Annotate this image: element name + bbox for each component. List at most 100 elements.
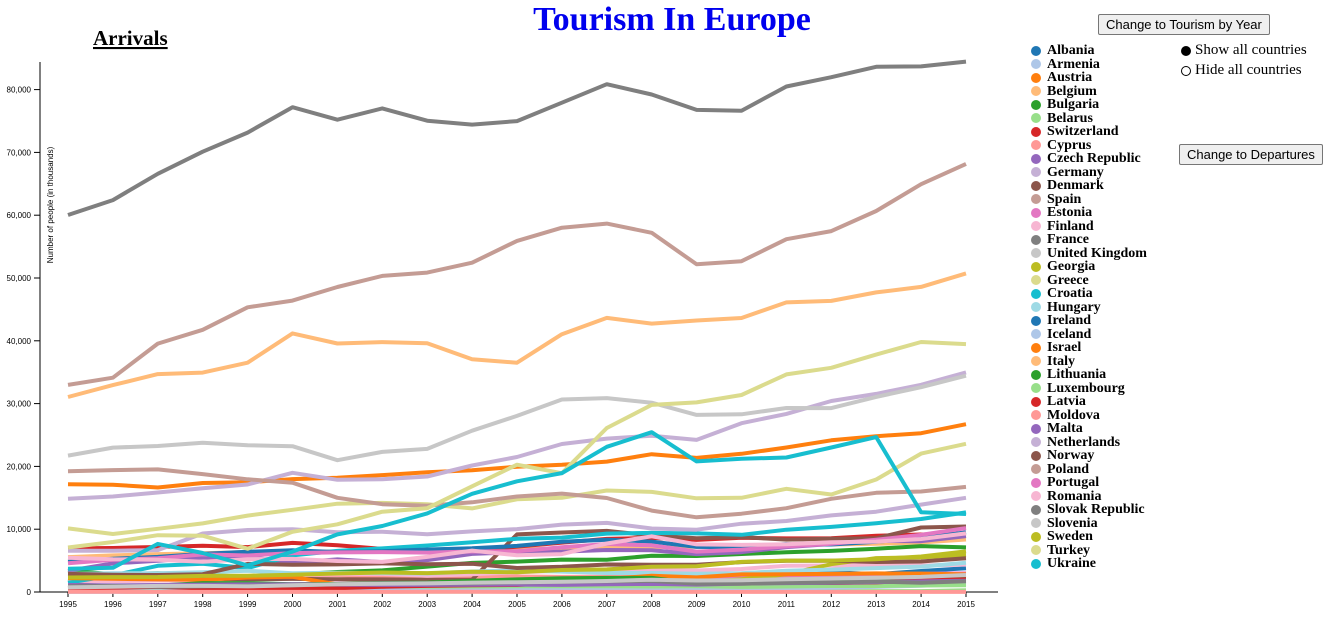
legend-swatch[interactable] — [1031, 180, 1041, 191]
series-line-croatia[interactable] — [67, 510, 967, 585]
legend-item-spain[interactable]: Spain — [1031, 192, 1081, 206]
legend-item-latvia[interactable]: Latvia — [1031, 395, 1086, 409]
legend-item-albania[interactable]: Albania — [1031, 44, 1094, 58]
series-line-france[interactable] — [67, 59, 967, 217]
legend-item-estonia[interactable]: Estonia — [1031, 206, 1092, 220]
series-line-turkey[interactable] — [67, 340, 967, 551]
change-to-year-button[interactable]: Change to Tourism by Year — [1098, 14, 1270, 35]
legend-item-united-kingdom[interactable]: United Kingdom — [1031, 246, 1147, 260]
legend-swatch[interactable] — [1031, 558, 1041, 569]
legend-item-france[interactable]: France — [1031, 233, 1089, 247]
change-to-departures-button[interactable]: Change to Departures — [1179, 144, 1323, 165]
legend-item-switzerland[interactable]: Switzerland — [1031, 125, 1119, 139]
legend-swatch[interactable] — [1031, 99, 1041, 110]
legend-swatch[interactable] — [1031, 531, 1041, 542]
legend-swatch[interactable] — [1031, 234, 1041, 245]
legend-swatch[interactable] — [1031, 275, 1041, 285]
show-all-radio[interactable] — [1181, 45, 1191, 56]
series-line-ukraine[interactable] — [67, 430, 967, 571]
legend-swatch[interactable] — [1031, 356, 1041, 366]
legend-swatch[interactable] — [1031, 491, 1041, 501]
legend-swatch[interactable] — [1031, 194, 1041, 204]
legend-swatch[interactable] — [1031, 504, 1041, 515]
legend-swatch[interactable] — [1031, 207, 1041, 218]
legend-swatch[interactable] — [1031, 261, 1041, 272]
legend-swatch[interactable] — [1031, 315, 1041, 326]
legend-swatch[interactable] — [1031, 410, 1041, 420]
legend-item-bulgaria[interactable]: Bulgaria — [1031, 98, 1099, 112]
legend-item-austria[interactable]: Austria — [1031, 71, 1092, 85]
series-line-greece[interactable] — [67, 441, 967, 536]
legend-item-germany[interactable]: Germany — [1031, 165, 1104, 179]
legend-item-sweden[interactable]: Sweden — [1031, 530, 1093, 544]
legend-item-moldova[interactable]: Moldova — [1031, 408, 1100, 422]
hide-all-radio[interactable] — [1181, 65, 1191, 76]
legend-swatch[interactable] — [1031, 167, 1041, 177]
legend-item-denmark[interactable]: Denmark — [1031, 179, 1104, 193]
series-line-netherlands[interactable] — [68, 495, 967, 553]
series-line-germany[interactable] — [67, 370, 967, 501]
legend-item-belgium[interactable]: Belgium — [1031, 84, 1097, 98]
show-all-radio-row[interactable]: Show all countries — [1181, 42, 1307, 59]
legend-item-armenia[interactable]: Armenia — [1031, 57, 1100, 71]
legend-swatch[interactable] — [1031, 329, 1041, 339]
legend-item-croatia[interactable]: Croatia — [1031, 287, 1093, 301]
series-line-italy[interactable] — [67, 271, 967, 399]
legend-swatch[interactable] — [1031, 86, 1041, 96]
legend-item-cyprus[interactable]: Cyprus — [1031, 138, 1091, 152]
legend-item-belarus[interactable]: Belarus — [1031, 111, 1093, 125]
legend-item-ukraine[interactable]: Ukraine — [1031, 557, 1096, 571]
legend-swatch[interactable] — [1031, 221, 1041, 231]
legend-swatch[interactable] — [1031, 383, 1041, 393]
legend-swatch[interactable] — [1031, 464, 1041, 474]
legend-swatch[interactable] — [1031, 518, 1041, 528]
legend-item-slovak-republic[interactable]: Slovak Republic — [1031, 503, 1145, 517]
legend-item-luxembourg[interactable]: Luxembourg — [1031, 381, 1125, 395]
legend-item-czech-republic[interactable]: Czech Republic — [1031, 152, 1141, 166]
legend-item-ireland[interactable]: Ireland — [1031, 314, 1091, 328]
legend-item-slovenia[interactable]: Slovenia — [1031, 516, 1098, 530]
legend-item-hungary[interactable]: Hungary — [1031, 300, 1101, 314]
legend-item-iceland[interactable]: Iceland — [1031, 327, 1091, 341]
legend-item-italy[interactable]: Italy — [1031, 354, 1075, 368]
legend-item-portugal[interactable]: Portugal — [1031, 476, 1099, 490]
legend-item-netherlands[interactable]: Netherlands — [1031, 434, 1121, 450]
legend-swatch[interactable] — [1031, 140, 1041, 150]
legend-swatch[interactable] — [1031, 302, 1041, 312]
legend-item-lithuania[interactable]: Lithuania — [1031, 368, 1106, 382]
legend-swatch[interactable] — [1031, 396, 1041, 407]
legend-swatch[interactable] — [1031, 59, 1041, 69]
series-line-poland[interactable] — [67, 467, 967, 520]
series-line-sweden[interactable] — [67, 549, 967, 580]
legend-swatch[interactable] — [1031, 126, 1041, 137]
legend-item-norway[interactable]: Norway — [1031, 449, 1094, 463]
series-line-spain[interactable] — [67, 162, 967, 387]
legend-swatch[interactable] — [1031, 423, 1041, 434]
legend-swatch[interactable] — [1031, 45, 1041, 56]
legend-swatch[interactable] — [1031, 369, 1041, 380]
legend-swatch[interactable] — [1031, 288, 1041, 299]
series-line-united-kingdom[interactable] — [67, 373, 967, 463]
legend-swatch[interactable] — [1031, 113, 1041, 123]
series-line-slovenia[interactable] — [67, 573, 967, 590]
series-line-romania[interactable] — [67, 531, 967, 564]
legend-item-poland[interactable]: Poland — [1031, 462, 1089, 476]
legend-swatch[interactable] — [1031, 477, 1041, 488]
legend-item-turkey[interactable]: Turkey — [1031, 543, 1090, 557]
legend-swatch[interactable] — [1031, 450, 1041, 461]
legend-swatch[interactable] — [1031, 545, 1041, 555]
legend-swatch[interactable] — [1031, 72, 1041, 83]
legend-swatch[interactable] — [1031, 342, 1041, 353]
legend-item-finland[interactable]: Finland — [1031, 219, 1094, 233]
legend-item-malta[interactable]: Malta — [1031, 422, 1083, 436]
legend-swatch[interactable] — [1031, 153, 1041, 164]
legend-label: Netherlands — [1047, 434, 1121, 450]
legend-item-israel[interactable]: Israel — [1031, 341, 1081, 355]
legend-item-georgia[interactable]: Georgia — [1031, 260, 1095, 274]
legend-item-greece[interactable]: Greece — [1031, 273, 1089, 287]
legend-swatch[interactable] — [1031, 437, 1041, 447]
hide-all-radio-row[interactable]: Hide all countries — [1181, 62, 1302, 79]
x-tick-label: 1997 — [149, 600, 167, 609]
legend-swatch[interactable] — [1031, 248, 1041, 258]
legend-item-romania[interactable]: Romania — [1031, 489, 1101, 503]
